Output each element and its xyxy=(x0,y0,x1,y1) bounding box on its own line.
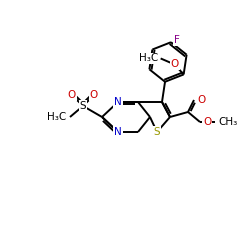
Text: H₃C: H₃C xyxy=(140,54,159,64)
Text: S: S xyxy=(80,101,86,111)
Text: O: O xyxy=(203,117,211,127)
Text: S: S xyxy=(154,127,160,137)
Text: CH₃: CH₃ xyxy=(218,117,237,127)
Text: F: F xyxy=(174,35,180,45)
Text: N: N xyxy=(114,97,122,107)
Text: O: O xyxy=(90,90,98,100)
Text: O: O xyxy=(68,90,76,100)
Text: N: N xyxy=(114,127,122,137)
Text: O: O xyxy=(170,60,179,70)
Text: O: O xyxy=(197,95,205,105)
Text: H₃C: H₃C xyxy=(47,112,66,122)
